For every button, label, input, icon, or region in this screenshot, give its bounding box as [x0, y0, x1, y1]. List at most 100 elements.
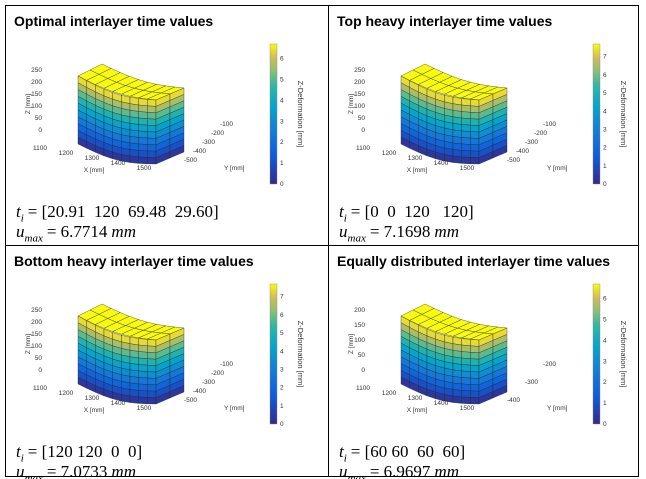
y-tick-label: -500	[184, 397, 197, 404]
surface-cell	[129, 123, 139, 132]
surface-cell	[147, 358, 157, 366]
colorbar-label: Z-Deformation [mm]	[296, 321, 305, 388]
surface-cell	[138, 143, 148, 152]
colorbar-tick-label: 1	[280, 403, 284, 410]
y-tick-label: -500	[184, 157, 197, 164]
colorbar-tick-label: 6	[280, 56, 284, 63]
z-tick-label: 250	[31, 67, 42, 74]
surface-cell	[470, 137, 480, 145]
surface-cell	[461, 383, 471, 392]
surface-cell	[129, 395, 139, 404]
z-tick-label: 200	[354, 307, 365, 314]
surface-cell	[470, 384, 480, 392]
surface-cell	[169, 145, 185, 159]
surface-cell	[147, 384, 157, 392]
x-tick-label: 1500	[137, 405, 152, 412]
surface-cell	[129, 129, 139, 138]
symbol: t	[339, 202, 344, 221]
z-tick-label: 100	[354, 337, 365, 344]
surface-cell	[470, 131, 480, 139]
x-tick-label: 1500	[137, 165, 152, 172]
x-tick-label: 1200	[59, 150, 74, 157]
x-tick-label: 1100	[33, 385, 47, 392]
surface-cell	[138, 130, 148, 139]
surface-cell	[461, 364, 471, 372]
z-tick-label: 150	[31, 91, 42, 98]
colorbar-label: Z-Deformation [mm]	[619, 81, 628, 148]
value: = [0 0 120 120]	[350, 202, 474, 221]
value: = [20.91 120 69.48 29.60]	[27, 202, 219, 221]
surface-cell	[147, 118, 157, 126]
surface-cell	[461, 377, 471, 385]
colorbar-tick-label: 6	[603, 296, 607, 303]
z-tick-label: 50	[35, 355, 43, 362]
surface-cell	[470, 118, 480, 126]
z-axis-label: Z [mm]	[348, 334, 355, 354]
colorbar-tick-label: 1	[603, 163, 607, 170]
surface-cell	[470, 345, 480, 353]
formula-umax: umax = 6.9697 mm	[339, 462, 459, 479]
x-tick-label: 1400	[111, 400, 126, 407]
surface-cell	[452, 129, 462, 138]
colorbar-tick-label: 2	[280, 139, 284, 146]
surface-cell	[452, 136, 462, 145]
z-tick-label: 200	[31, 79, 42, 86]
colorbar-tick-label: 0	[280, 421, 284, 428]
z-tick-label: 50	[358, 352, 366, 359]
y-tick-label: -200	[211, 130, 224, 137]
colorbar-tick-label: 4	[603, 337, 607, 344]
surface-cell	[461, 156, 471, 165]
surface-cell	[147, 99, 157, 107]
z-tick-label: 150	[31, 331, 42, 338]
surface-cell	[461, 370, 471, 379]
surface-cell	[138, 124, 148, 132]
x-axis-label: X [mm]	[407, 167, 428, 174]
surface-cell	[461, 111, 471, 119]
colorbar-tick-label: 3	[603, 126, 607, 133]
x-tick-label: 1200	[59, 390, 74, 397]
surface-cell	[470, 377, 480, 385]
colorbar-tick-label: 2	[603, 145, 607, 152]
colorbar	[592, 283, 601, 425]
z-tick-label: 0	[38, 367, 42, 374]
z-tick-label: 150	[354, 91, 365, 98]
y-tick-label: -300	[525, 139, 538, 146]
x-tick-label: 1200	[382, 150, 397, 157]
x-tick-label: 1400	[111, 160, 126, 167]
surface-cell	[147, 150, 157, 158]
row-divider	[5, 245, 639, 246]
symbol: u	[16, 462, 25, 479]
surface-cell	[470, 358, 480, 366]
colorbar-tick-label: 2	[280, 385, 284, 392]
surface-cell	[147, 105, 157, 113]
x-tick-label: 1300	[408, 155, 423, 162]
colorbar-tick-label: 7	[280, 294, 284, 301]
subscript: i	[20, 212, 24, 225]
x-tick-label: 1300	[85, 395, 100, 402]
surface-cell	[452, 376, 462, 385]
x-tick-label: 1100	[33, 145, 47, 152]
y-tick-label: -500	[507, 157, 520, 164]
colorbar-tick-label: 0	[603, 181, 607, 188]
surface-cell	[461, 338, 471, 347]
formula-ti: ti = [20.91 120 69.48 29.60]	[16, 202, 219, 224]
surface-cell	[138, 377, 148, 385]
surface-cell	[129, 363, 139, 372]
surface-cell	[138, 396, 148, 405]
surface-cell	[470, 112, 480, 120]
surface-cell	[138, 344, 148, 353]
surface-cell	[147, 137, 157, 145]
surface-cell	[461, 98, 471, 107]
colorbar-tick-label: 2	[603, 379, 607, 386]
subscript: i	[343, 452, 347, 465]
colorbar-tick-label: 4	[280, 348, 284, 355]
colorbar-tick-label: 6	[603, 72, 607, 79]
y-tick-label: -200	[211, 370, 224, 377]
y-tick-label: -200	[543, 361, 556, 368]
colorbar-tick-label: 5	[280, 77, 284, 84]
panel-title: Equally distributed interlayer time valu…	[337, 253, 611, 269]
colorbar-label: Z-Deformation [mm]	[619, 321, 628, 388]
surface-cell	[138, 364, 148, 372]
